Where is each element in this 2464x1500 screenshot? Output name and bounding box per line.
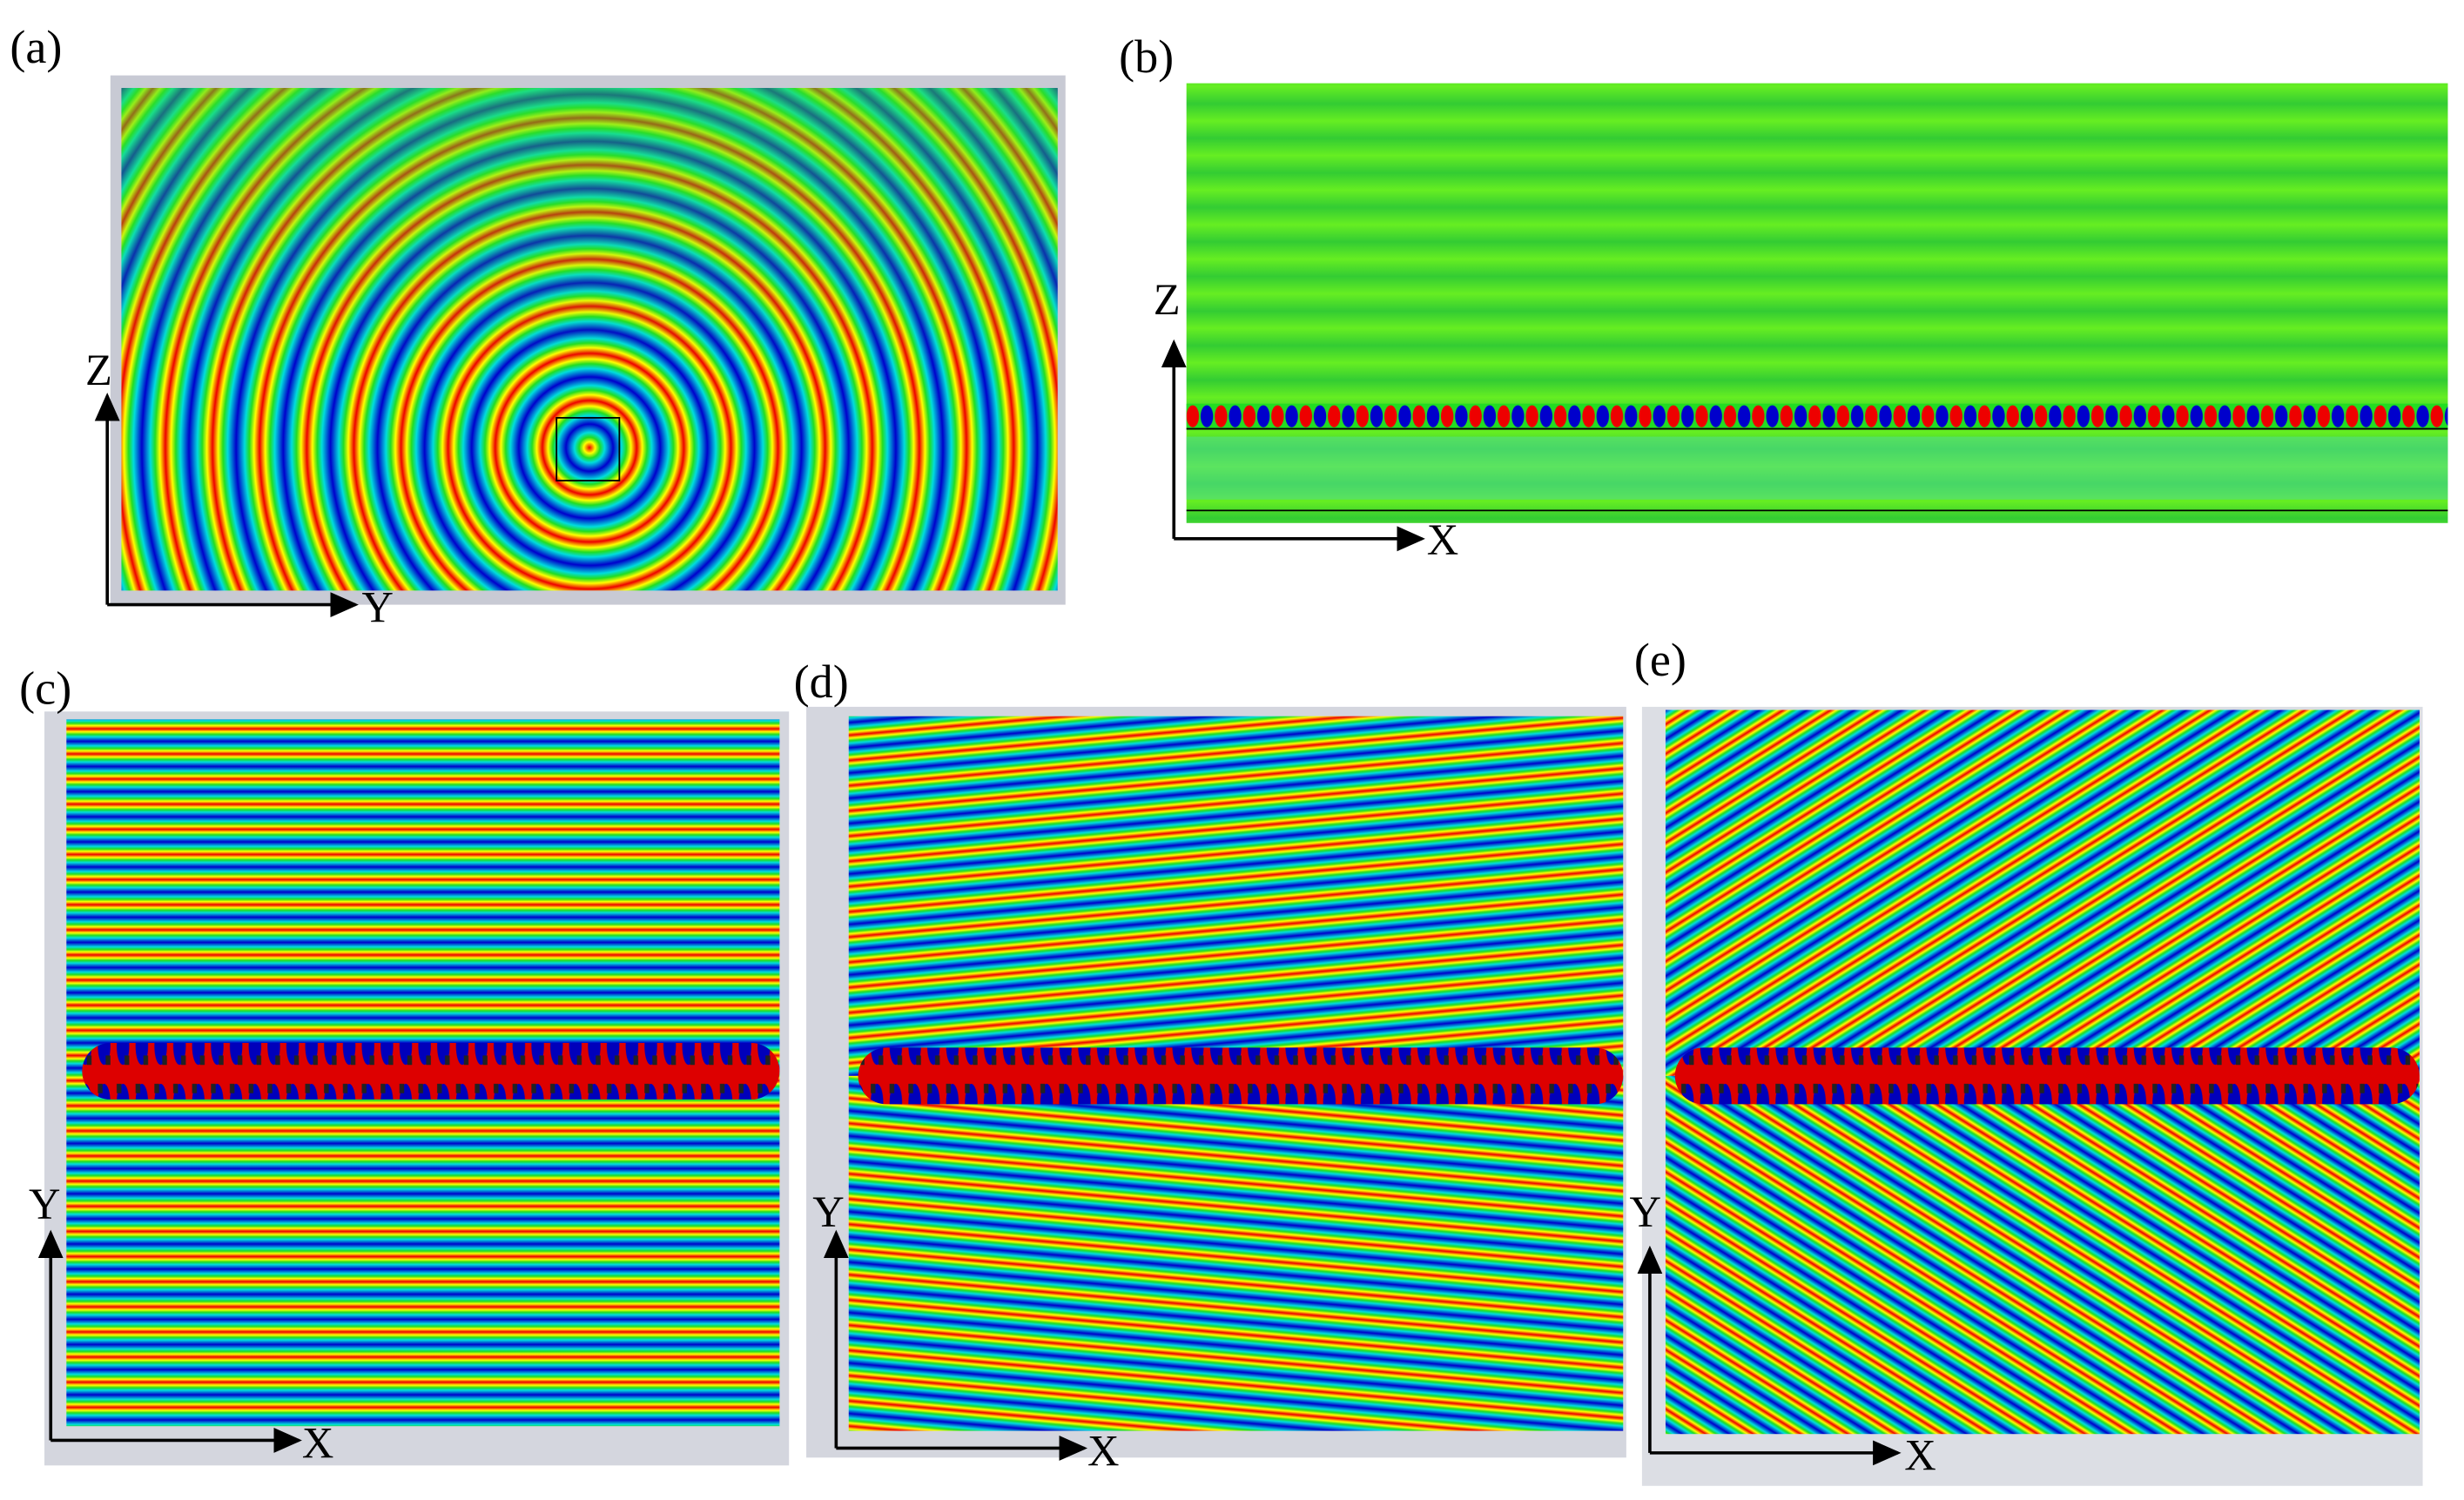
chain [858,1047,1624,1105]
axis-label: X [1427,515,1458,564]
axis-label: Z [85,346,112,394]
field-map [1665,1075,2420,1435]
axis-label: X [1904,1431,1936,1480]
panel-a: (a) Z Y [10,21,1066,631]
axis-label: Y [361,582,393,631]
panel-d: (d) Y X [794,656,1626,1475]
panel-e: (e) Y X [1629,634,2423,1486]
axis-label: Y [1629,1187,1660,1236]
axis-label: X [302,1418,333,1467]
field-map [848,1075,1624,1431]
panel-b: (b) Z X [1119,30,2448,564]
panel-label: (c) [19,662,71,714]
panel-label: (e) [1634,634,1686,686]
panel-label: (a) [10,21,62,73]
panel-label: (d) [794,656,849,708]
panel-c: (c) Y X [19,662,790,1467]
source-box [555,417,621,481]
axis-label: Y [812,1187,844,1236]
axis-label: Y [29,1180,60,1228]
axis-label: X [1087,1426,1119,1475]
field-map [848,716,1624,1076]
chain [1674,1047,2420,1105]
field-band [1186,436,2448,500]
axis-label: Z [1154,275,1181,324]
panel-label: (b) [1119,30,1174,83]
chain [82,1042,780,1100]
chain [1186,403,2448,429]
field-overlay [121,88,1058,591]
field-map [1665,710,2420,1076]
